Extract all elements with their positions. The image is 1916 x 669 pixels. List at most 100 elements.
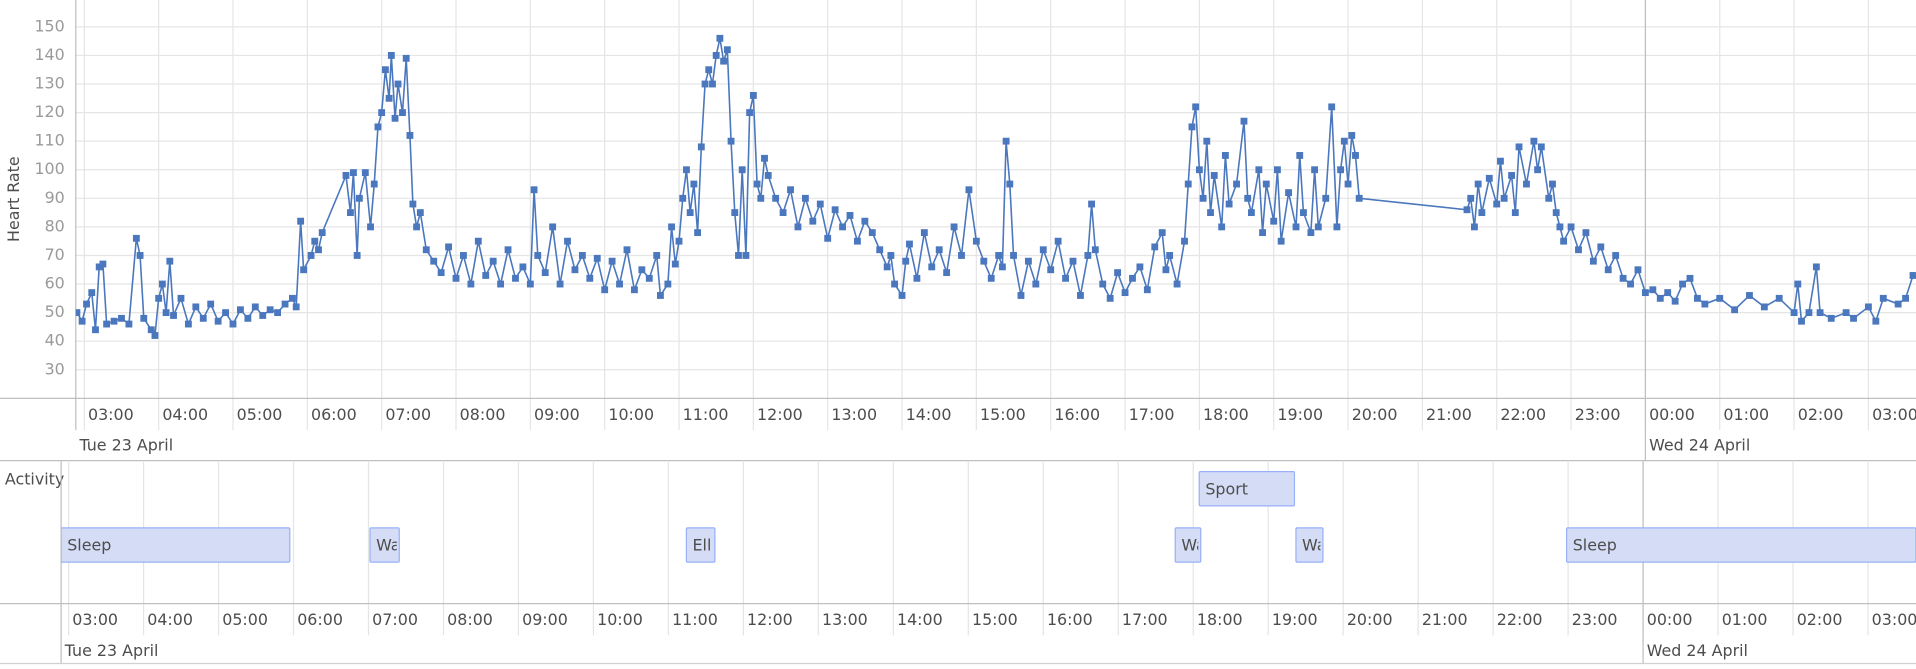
data-point [1129, 274, 1136, 282]
data-point [1812, 263, 1820, 271]
data-point [578, 252, 586, 259]
data-point [716, 34, 724, 42]
x-tick-label: 06:00 [297, 610, 343, 629]
data-point [1244, 194, 1252, 202]
data-point [207, 300, 215, 308]
data-point [541, 269, 549, 277]
data-point [1348, 132, 1356, 139]
x-tick-label: 15:00 [972, 610, 1018, 629]
data-point [675, 237, 683, 245]
data-point [801, 194, 809, 202]
data-point [854, 237, 861, 245]
data-point [1195, 166, 1203, 174]
x-tick-label: 12:00 [757, 405, 803, 424]
data-point [723, 46, 731, 54]
data-point [1047, 266, 1055, 274]
data-point [177, 294, 185, 302]
x-tick-label: 13:00 [822, 610, 868, 629]
data-point [409, 200, 417, 208]
data-point [1497, 157, 1504, 165]
x-tick-label: 17:00 [1129, 405, 1175, 424]
data-point [504, 246, 512, 254]
data-point [1106, 294, 1114, 302]
data-point [787, 186, 794, 194]
data-point [307, 252, 315, 259]
data-point [1192, 103, 1200, 111]
y-tick-label: 60 [45, 274, 65, 293]
data-point [315, 246, 322, 254]
data-point [772, 194, 780, 202]
x-tick-label: 20:00 [1347, 610, 1393, 629]
data-point [244, 314, 252, 322]
data-point [1798, 317, 1805, 325]
data-point [374, 123, 382, 131]
data-point [876, 246, 884, 254]
data-point [311, 237, 319, 245]
data-point [75, 309, 81, 317]
data-point [318, 229, 326, 237]
data-point [497, 280, 505, 288]
y-tick-label: 150 [34, 16, 64, 35]
data-point [902, 257, 910, 265]
data-point [1902, 294, 1909, 302]
data-point [140, 314, 148, 322]
x-tick-label: 11:00 [683, 405, 729, 424]
data-point [727, 137, 735, 145]
data-point [92, 326, 99, 334]
data-point [399, 109, 406, 117]
data-point [1746, 292, 1753, 299]
activity-bar [1174, 527, 1202, 563]
activity-bar [1295, 527, 1324, 563]
data-point [694, 229, 702, 237]
data-point [1686, 274, 1694, 282]
data-point [1879, 294, 1887, 302]
data-point [1775, 294, 1783, 302]
data-point [1024, 257, 1032, 265]
data-point [697, 143, 705, 151]
y-tick-label: 30 [45, 359, 65, 378]
data-point [1233, 180, 1240, 188]
x-tick-label: 21:00 [1426, 405, 1472, 424]
data-point [452, 274, 460, 282]
x-tick-label: 19:00 [1277, 405, 1323, 424]
data-point [1203, 137, 1211, 145]
data-point [839, 223, 846, 231]
data-point [1247, 209, 1255, 217]
data-point [1567, 223, 1575, 231]
data-point [1307, 229, 1315, 237]
activity-label: Sport [1205, 479, 1248, 498]
data-point [779, 209, 787, 217]
data-point [764, 172, 772, 179]
data-point [1649, 286, 1657, 294]
data-point [1292, 223, 1300, 231]
data-point [237, 306, 244, 314]
data-point [88, 289, 96, 297]
data-point [1340, 137, 1348, 145]
y-tick-label: 100 [34, 159, 64, 178]
x-tick-label: 03:00 [88, 405, 134, 424]
data-point [526, 280, 534, 288]
data-point [987, 274, 995, 282]
data-point [1225, 200, 1233, 208]
data-point [1062, 274, 1069, 282]
data-point [445, 243, 452, 251]
data-point [1582, 229, 1590, 237]
x-tick-label: 01:00 [1722, 610, 1768, 629]
data-point [657, 292, 664, 299]
data-point [556, 280, 564, 288]
data-point [898, 292, 906, 299]
data-point [1344, 180, 1352, 188]
data-point [1552, 209, 1560, 217]
data-point [381, 66, 389, 74]
data-point [1511, 209, 1519, 217]
y-tick-label: 70 [45, 245, 65, 264]
data-point [132, 234, 140, 242]
data-point [608, 257, 616, 265]
x-tick-label: 07:00 [385, 405, 431, 424]
data-point [935, 246, 943, 254]
data-point [1184, 180, 1192, 188]
data-point [199, 314, 207, 322]
data-point [1545, 194, 1553, 202]
data-point [83, 300, 90, 308]
data-point [1300, 209, 1307, 217]
